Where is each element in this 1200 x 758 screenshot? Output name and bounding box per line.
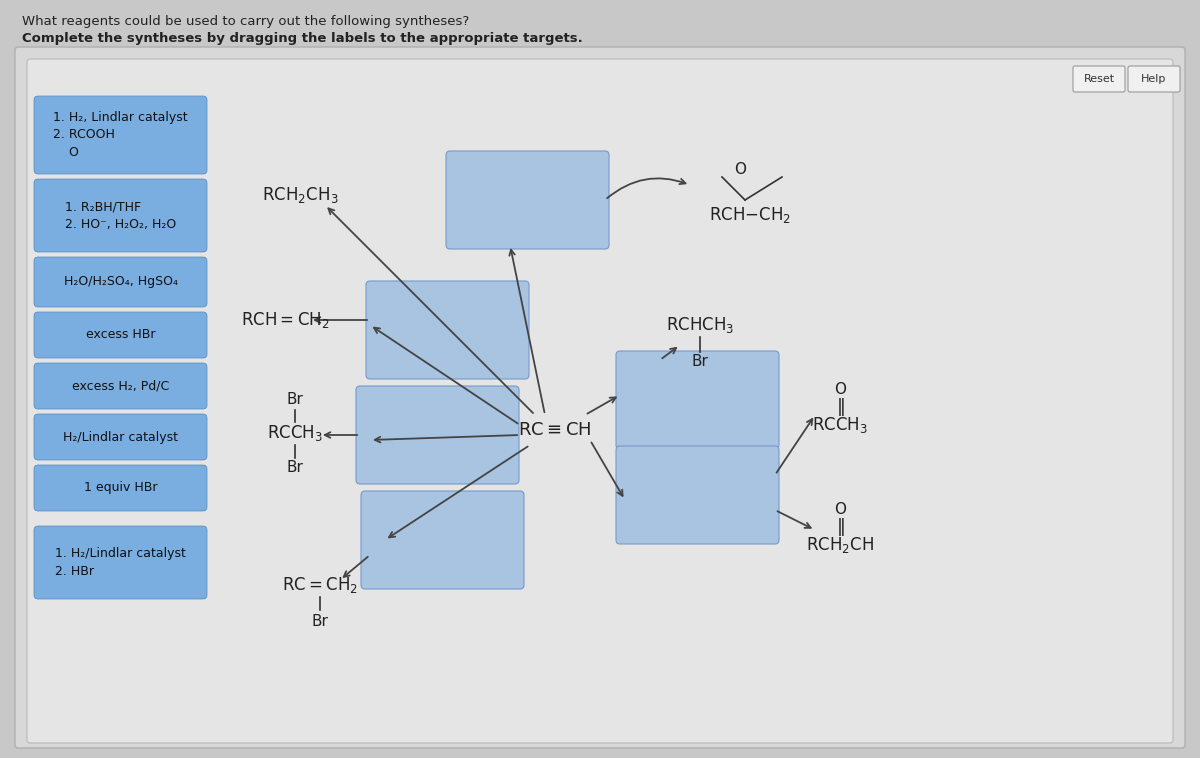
FancyBboxPatch shape [616,446,779,544]
FancyBboxPatch shape [14,47,1186,748]
Text: What reagents could be used to carry out the following syntheses?: What reagents could be used to carry out… [22,15,469,28]
FancyBboxPatch shape [34,363,208,409]
FancyBboxPatch shape [1073,66,1126,92]
Text: 1 equiv HBr: 1 equiv HBr [84,481,157,494]
Text: 1. H₂/Lindlar catalyst
2. HBr: 1. H₂/Lindlar catalyst 2. HBr [55,547,186,578]
Text: RCH$_2$CH: RCH$_2$CH [806,535,874,555]
Text: H₂/Lindlar catalyst: H₂/Lindlar catalyst [64,431,178,443]
FancyBboxPatch shape [446,151,610,249]
FancyBboxPatch shape [34,96,208,174]
Text: Br: Br [287,461,304,475]
Text: Help: Help [1141,74,1166,84]
Text: Br: Br [312,615,329,629]
FancyBboxPatch shape [616,351,779,449]
Text: $\Vert$: $\Vert$ [835,516,845,538]
FancyBboxPatch shape [366,281,529,379]
Text: O: O [834,503,846,518]
FancyBboxPatch shape [28,59,1174,743]
FancyBboxPatch shape [34,179,208,252]
Text: H₂O/H₂SO₄, HgSO₄: H₂O/H₂SO₄, HgSO₄ [64,275,178,289]
Text: RCH$_2$CH$_3$: RCH$_2$CH$_3$ [262,185,338,205]
Text: RCCH$_3$: RCCH$_3$ [268,423,323,443]
Text: Reset: Reset [1084,74,1115,84]
FancyBboxPatch shape [34,257,208,307]
Text: excess HBr: excess HBr [85,328,155,342]
Text: $\Vert$: $\Vert$ [835,396,845,418]
FancyBboxPatch shape [356,386,520,484]
Text: RCHCH$_3$: RCHCH$_3$ [666,315,734,335]
FancyBboxPatch shape [34,526,208,599]
FancyBboxPatch shape [34,414,208,460]
Text: excess H₂, Pd/C: excess H₂, Pd/C [72,380,169,393]
Text: RCH$=$CH$_2$: RCH$=$CH$_2$ [241,310,329,330]
Text: O: O [734,162,746,177]
Text: Complete the syntheses by dragging the labels to the appropriate targets.: Complete the syntheses by dragging the l… [22,32,583,45]
Text: RCH$-$CH$_2$: RCH$-$CH$_2$ [709,205,791,225]
FancyBboxPatch shape [361,491,524,589]
Text: RC$=$CH$_2$: RC$=$CH$_2$ [282,575,358,595]
Text: 1. R₂BH/THF
2. HO⁻, H₂O₂, H₂O: 1. R₂BH/THF 2. HO⁻, H₂O₂, H₂O [65,200,176,231]
Text: RC$\equiv$CH: RC$\equiv$CH [518,421,592,439]
Text: RCCH$_3$: RCCH$_3$ [812,415,868,435]
FancyBboxPatch shape [34,465,208,511]
Text: 1. H₂, Lindlar catalyst
2. RCOOH
    O: 1. H₂, Lindlar catalyst 2. RCOOH O [53,111,188,159]
Text: O: O [834,383,846,397]
FancyBboxPatch shape [1128,66,1180,92]
Text: Br: Br [287,393,304,408]
FancyBboxPatch shape [34,312,208,358]
Text: Br: Br [691,355,708,369]
